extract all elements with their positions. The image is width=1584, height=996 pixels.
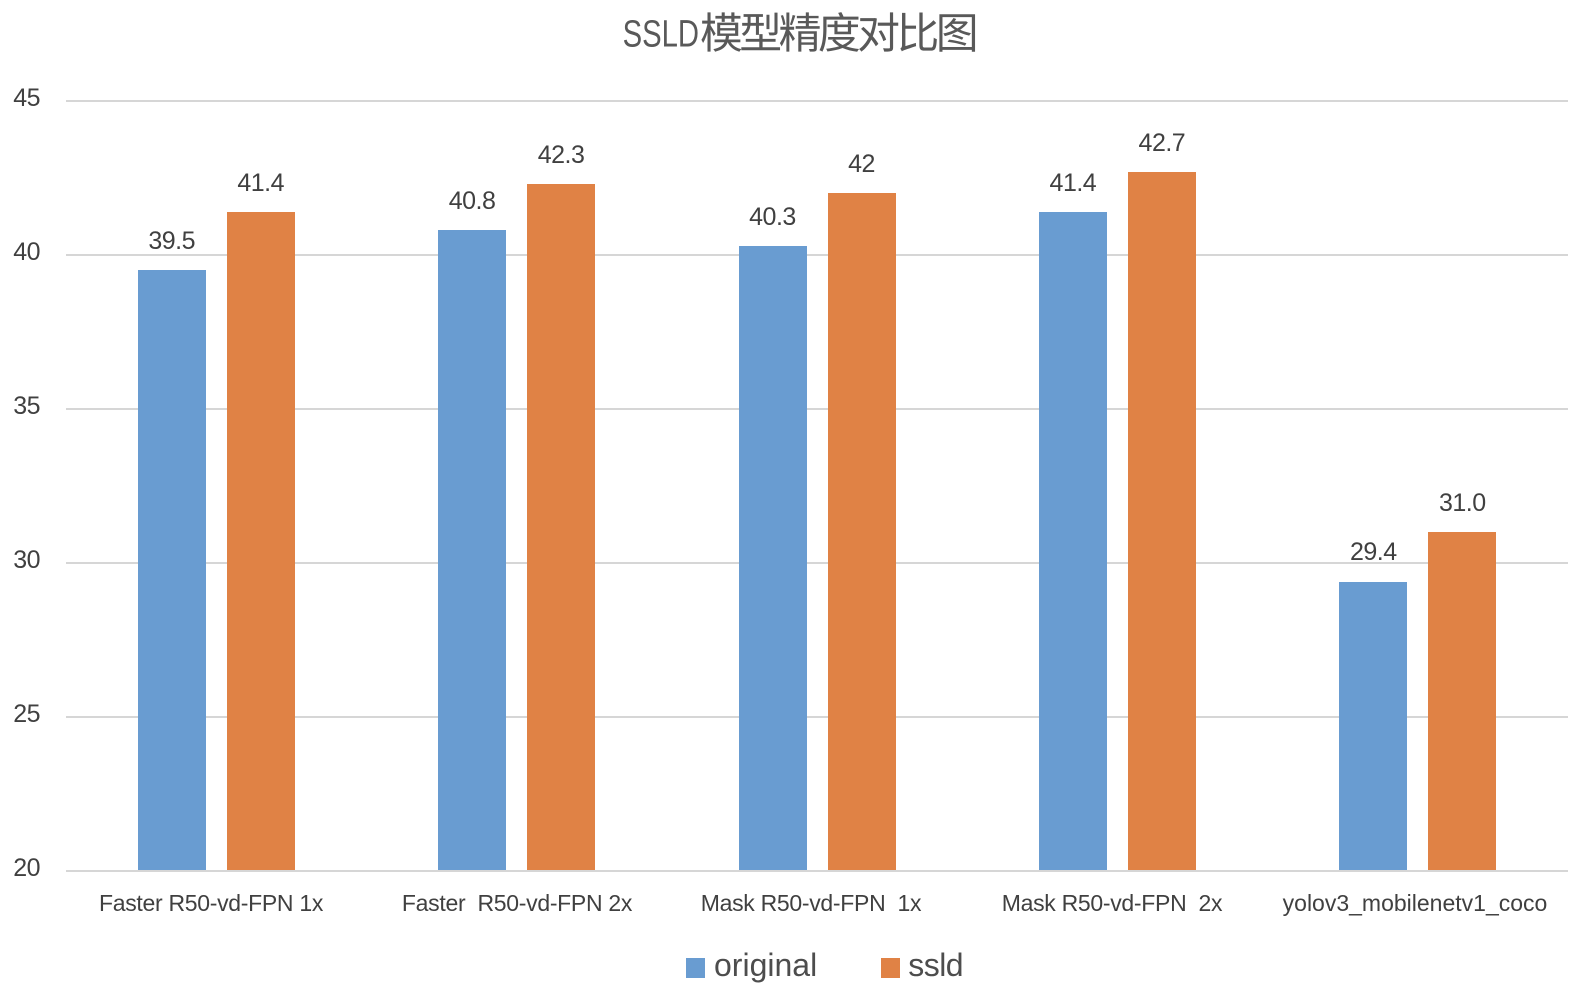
svg-text:SSLD: SSLD: [623, 13, 699, 56]
